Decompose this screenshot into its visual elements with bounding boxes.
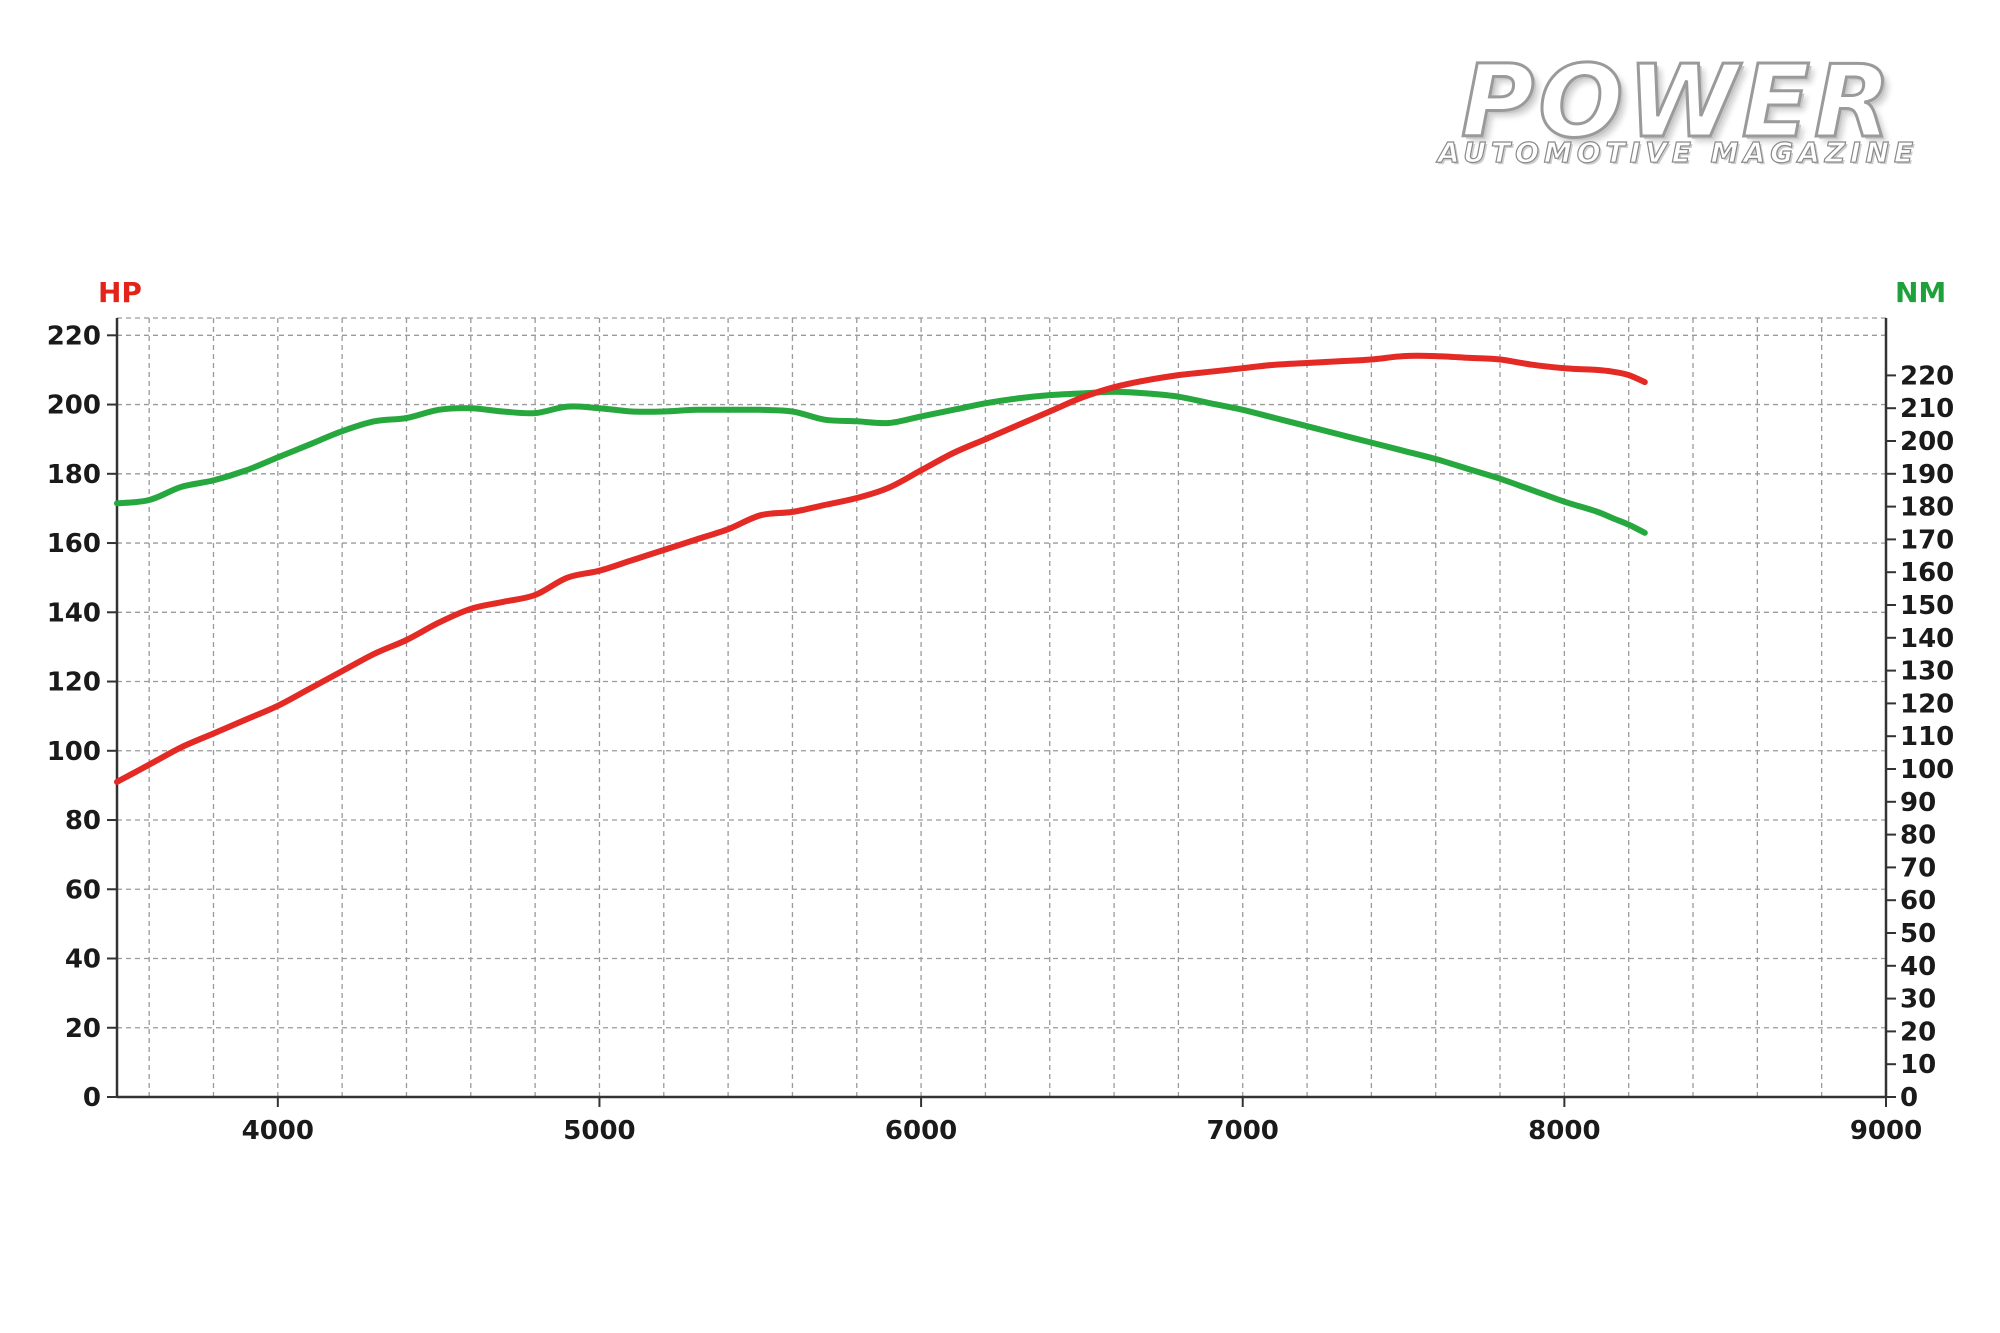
series — [114, 352, 1648, 785]
right-tick-label: 180 — [1900, 493, 1954, 523]
right-tick-label: 110 — [1900, 722, 1954, 752]
power-logo: POWER AUTOMOTIVE MAGAZINE — [1418, 43, 1938, 170]
right-tick-label: 120 — [1900, 689, 1954, 719]
right-tick-label: 220 — [1900, 361, 1954, 391]
right-tick-label: 20 — [1900, 1017, 1936, 1047]
right-tick-label: 0 — [1900, 1083, 1918, 1113]
left-tick-label: 160 — [47, 529, 101, 559]
right-tick-label: 70 — [1900, 853, 1936, 883]
right-tick-label: 140 — [1900, 624, 1954, 654]
series-line-hp — [114, 352, 1648, 785]
right-tick-label: 90 — [1900, 788, 1936, 818]
left-tick-label: 200 — [47, 391, 101, 421]
right-tick-label: 200 — [1900, 427, 1954, 457]
left-tick-label: 180 — [47, 460, 101, 490]
left-tick-label: 100 — [47, 737, 101, 767]
right-tick-label: 50 — [1900, 919, 1936, 949]
right-axis-label: NM — [1895, 276, 1946, 309]
x-tick-label: 8000 — [1528, 1116, 1600, 1146]
right-tick-label: 60 — [1900, 886, 1936, 916]
right-tick-label: 10 — [1900, 1050, 1936, 1080]
right-tick-label: 80 — [1900, 821, 1936, 851]
x-tick-label: 4000 — [242, 1116, 314, 1146]
left-tick-label: 120 — [47, 668, 101, 698]
right-tick-label: 100 — [1900, 755, 1954, 785]
right-tick-label: 210 — [1900, 394, 1954, 424]
x-tick-label: 9000 — [1850, 1116, 1922, 1146]
series-line-nm — [114, 388, 1648, 536]
right-tick-label: 190 — [1900, 460, 1954, 490]
right-tick-label: 160 — [1900, 558, 1954, 588]
axes — [115, 318, 1888, 1099]
left-tick-label: 220 — [47, 321, 101, 351]
right-tick-label: 170 — [1900, 525, 1954, 555]
logo-subtitle: AUTOMOTIVE MAGAZINE — [1437, 135, 1919, 169]
x-tick-label: 6000 — [885, 1116, 957, 1146]
left-axis-label: HP — [98, 276, 142, 309]
left-tick-label: 20 — [65, 1014, 101, 1044]
x-tick-label: 5000 — [563, 1116, 635, 1146]
left-tick-label: 80 — [65, 806, 101, 836]
left-tick-label: 0 — [83, 1083, 101, 1113]
x-tick-label: 7000 — [1207, 1116, 1279, 1146]
right-tick-label: 150 — [1900, 591, 1954, 621]
left-tick-label: 140 — [47, 598, 101, 628]
right-tick-label: 30 — [1900, 985, 1936, 1015]
right-tick-label: 130 — [1900, 657, 1954, 687]
logo-title: POWER — [1460, 43, 1895, 160]
left-tick-label: 60 — [65, 875, 101, 905]
left-tick-label: 40 — [65, 945, 101, 975]
right-tick-label: 40 — [1900, 952, 1936, 982]
tick-labels: 0204060801001201401601802002200102030405… — [47, 321, 1955, 1146]
grid — [117, 317, 1887, 1097]
